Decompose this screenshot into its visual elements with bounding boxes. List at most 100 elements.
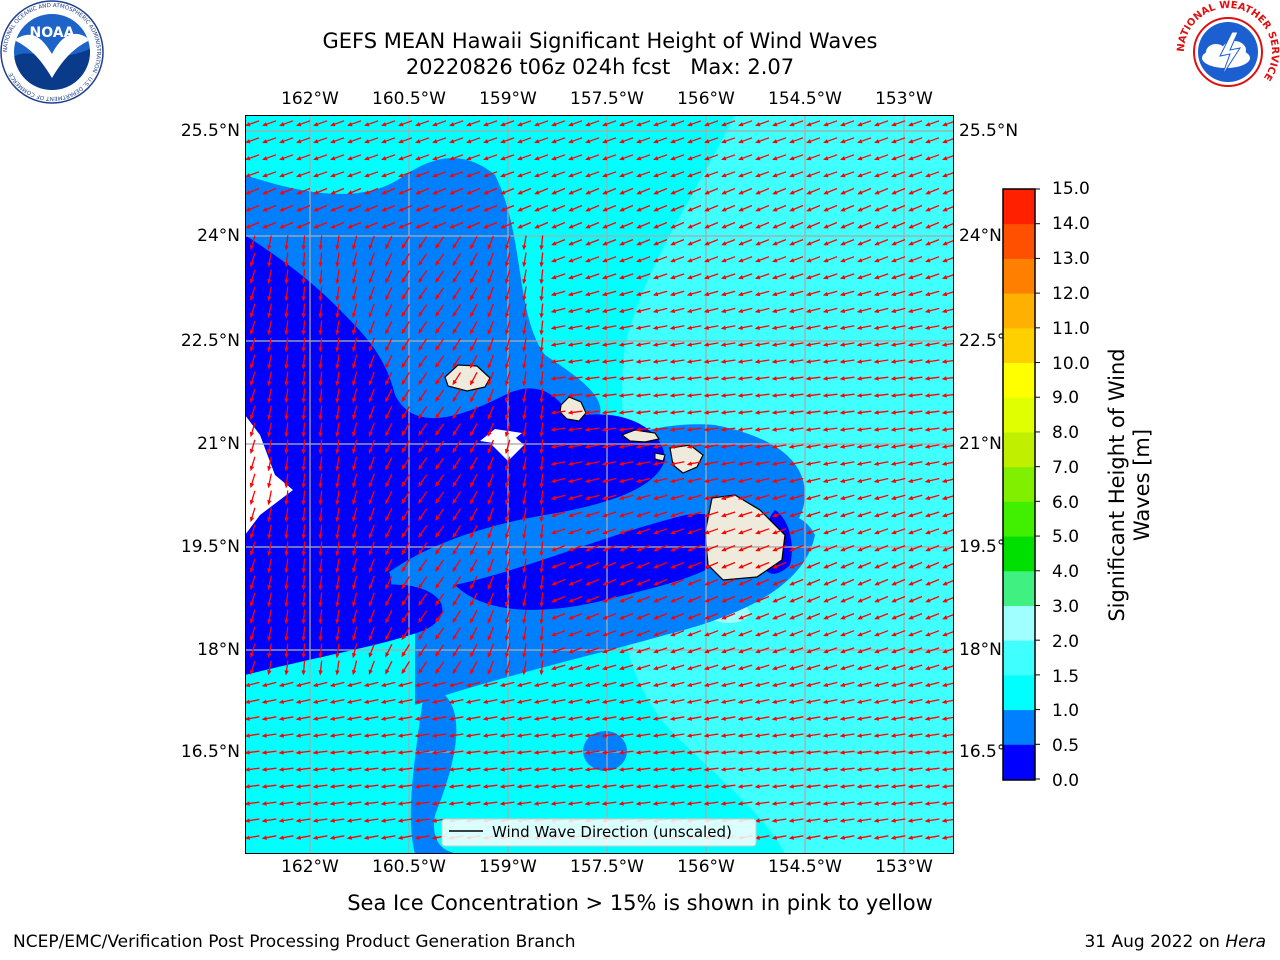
wave-direction-arrowhead	[301, 602, 306, 608]
wave-direction-arrowhead	[347, 156, 353, 161]
wave-direction-arrowhead	[618, 665, 625, 671]
wave-direction-arrowhead	[856, 835, 862, 840]
wave-direction-arrowhead	[806, 207, 812, 212]
wave-direction-arrowhead	[465, 750, 471, 755]
nws-logo: NATIONAL WEATHER SERVICE	[1176, 0, 1280, 102]
wave-direction-arrowhead	[942, 139, 948, 144]
wave-direction-arrowhead	[504, 550, 510, 557]
wave-direction-arrowhead	[737, 784, 743, 789]
wave-direction-arrowhead	[584, 699, 590, 704]
wave-direction-arrowhead	[670, 207, 676, 212]
wave-direction-arrowhead	[738, 564, 744, 569]
wave-direction-arrowhead	[806, 649, 812, 654]
wave-direction-arrowhead	[891, 632, 897, 637]
wave-direction-arrowhead	[703, 325, 709, 330]
wave-direction-arrowhead	[499, 699, 505, 704]
wave-direction-arrowhead	[385, 533, 390, 539]
wave-direction-arrowhead	[401, 515, 406, 522]
wave-direction-arrowhead	[318, 364, 323, 370]
wave-direction-arrowhead	[618, 801, 624, 806]
wave-direction-arrowhead	[368, 499, 373, 505]
wave-direction-arrowhead	[704, 190, 710, 195]
wave-direction-arrowhead	[670, 564, 676, 569]
wave-direction-arrowhead	[771, 716, 777, 721]
wave-direction-arrowhead	[805, 291, 812, 297]
wave-direction-arrowhead	[840, 122, 846, 127]
wave-direction-arrowhead	[874, 258, 880, 263]
wave-direction-arrowhead	[805, 325, 811, 330]
wave-direction-arrowhead	[279, 207, 285, 212]
wave-direction-arrowhead	[652, 665, 659, 671]
wave-direction-arrowhead	[890, 513, 897, 518]
lon-label-bottom: 154.5°W	[768, 857, 842, 877]
wave-direction-arrowhead	[772, 547, 778, 552]
wave-direction-arrowhead	[874, 564, 880, 569]
wave-direction-arrowhead	[942, 530, 948, 535]
wave-direction-arrowhead	[686, 359, 692, 364]
wave-direction-arrowhead	[805, 699, 811, 704]
wave-direction-arrowhead	[296, 156, 302, 161]
wave-direction-arrowhead	[504, 601, 510, 608]
wave-direction-arrowhead	[295, 801, 301, 806]
wave-direction-arrowhead	[703, 444, 709, 449]
wave-direction-arrowhead	[788, 325, 794, 330]
wave-direction-arrowhead	[550, 699, 556, 704]
wave-direction-arrowhead	[941, 342, 947, 347]
wave-direction-arrowhead	[721, 241, 727, 246]
wave-direction-arrowhead	[301, 381, 306, 387]
wave-direction-arrowhead	[924, 716, 930, 721]
wave-direction-arrowhead	[312, 733, 318, 738]
wave-direction-arrowhead	[788, 461, 794, 466]
wave-direction-arrowhead	[550, 410, 556, 415]
wave-direction-arrowhead	[504, 380, 510, 387]
wave-direction-arrowhead	[601, 308, 608, 313]
wave-direction-arrowhead	[925, 615, 931, 620]
wave-direction-arrowhead	[534, 156, 540, 161]
wave-direction-arrowhead	[330, 224, 336, 229]
colorbar-tick: 4.0	[1052, 562, 1080, 582]
wave-direction-arrowhead	[249, 465, 255, 472]
wave-direction-arrowhead	[890, 410, 896, 415]
wave-direction-arrowhead	[414, 818, 420, 823]
wave-direction-arrowhead	[873, 325, 879, 330]
wave-direction-arrowhead	[534, 207, 540, 212]
wave-direction-arrowhead	[567, 359, 573, 364]
wave-direction-arrowhead	[822, 291, 829, 297]
wave-direction-arrowhead	[874, 224, 880, 229]
wave-direction-arrowhead	[567, 801, 573, 806]
wave-direction-arrowhead	[483, 173, 489, 178]
wave-direction-arrowhead	[635, 444, 641, 449]
wave-direction-arrowhead	[363, 801, 369, 806]
wave-direction-arrowhead	[267, 653, 272, 659]
wave-direction-arrowhead	[431, 699, 437, 704]
wave-direction-arrowhead	[856, 410, 862, 415]
wave-direction-arrowhead	[397, 682, 404, 687]
wave-direction-arrowhead	[385, 499, 390, 505]
wave-direction-arrowhead	[856, 682, 863, 687]
wave-direction-arrowhead	[720, 291, 727, 297]
wave-direction-arrowhead	[352, 516, 357, 523]
wave-direction-arrowhead	[686, 699, 692, 704]
colorbar-segment	[1003, 258, 1035, 294]
wave-direction-arrowhead	[874, 547, 880, 552]
noaa-logo-text: NOAA	[30, 25, 75, 41]
wave-direction-arrowhead	[856, 342, 862, 347]
wave-direction-arrowhead	[465, 767, 471, 772]
island-kauai	[444, 364, 491, 392]
wave-direction-arrowhead	[584, 801, 590, 806]
wave-direction-arrowhead	[907, 495, 914, 501]
wave-direction-arrowhead	[772, 632, 778, 637]
wave-direction-arrowhead	[720, 716, 726, 721]
wave-direction-arrowhead	[368, 261, 373, 267]
wave-direction-arrowhead	[482, 733, 488, 738]
wave-direction-arrowhead	[755, 632, 761, 637]
wave-direction-arrowhead	[312, 835, 318, 840]
wave-direction-arrowhead	[857, 207, 863, 212]
wave-direction-arrowhead	[771, 835, 777, 840]
wave-direction-arrowhead	[754, 733, 760, 738]
wave-direction-arrowhead	[806, 190, 812, 195]
wave-direction-arrowhead	[856, 818, 862, 823]
wave-direction-arrowhead	[771, 784, 777, 789]
wave-direction-arrowhead	[500, 139, 506, 144]
wave-direction-arrowhead	[279, 156, 285, 161]
